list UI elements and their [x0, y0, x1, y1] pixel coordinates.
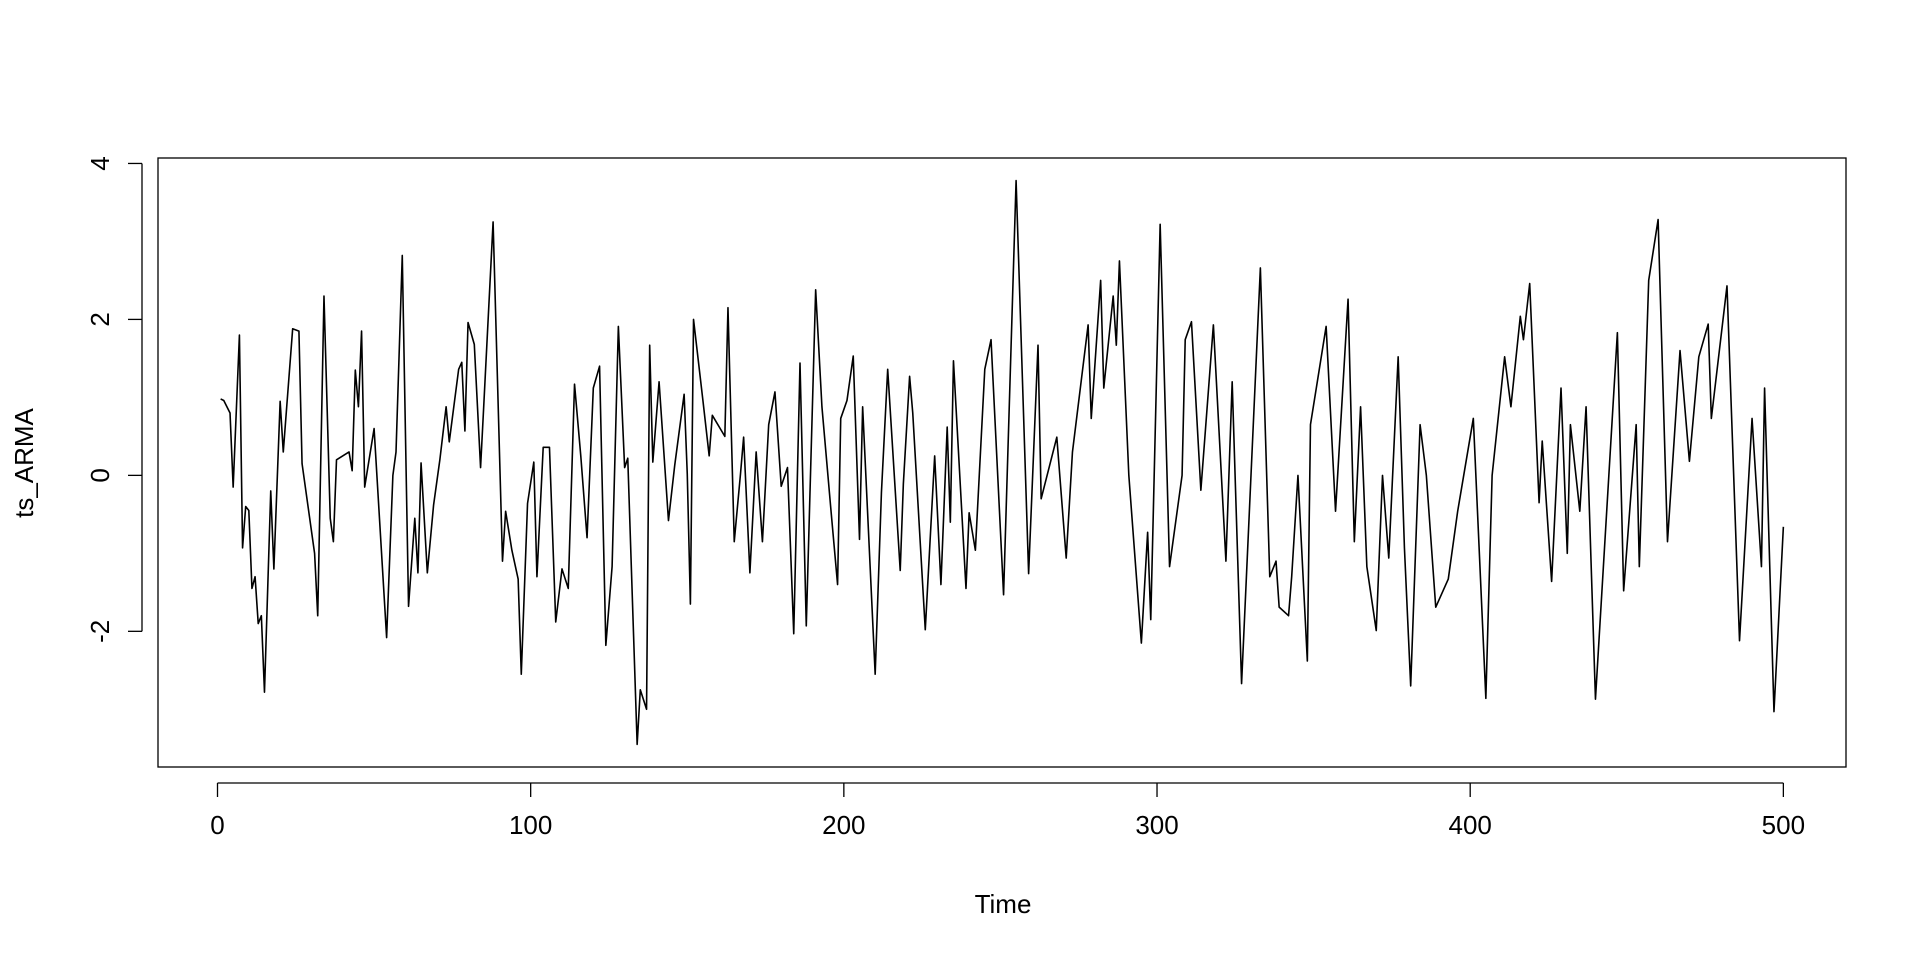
x-tick-label: 500	[1762, 810, 1805, 840]
x-tick-label: 0	[210, 810, 224, 840]
x-tick-label: 100	[509, 810, 552, 840]
y-tick-label: 0	[85, 468, 115, 482]
x-tick-label: 400	[1448, 810, 1491, 840]
x-tick-label: 300	[1135, 810, 1178, 840]
series-line	[220, 179, 1785, 746]
plot-box	[157, 157, 1847, 768]
y-axis-label: ts_ARMA	[9, 407, 39, 517]
y-tick-label: 4	[85, 156, 115, 170]
y-tick-label: -2	[85, 620, 115, 643]
x-tick-label: 200	[822, 810, 865, 840]
x-axis-label: Time	[975, 889, 1032, 919]
y-tick-label: 2	[85, 312, 115, 326]
